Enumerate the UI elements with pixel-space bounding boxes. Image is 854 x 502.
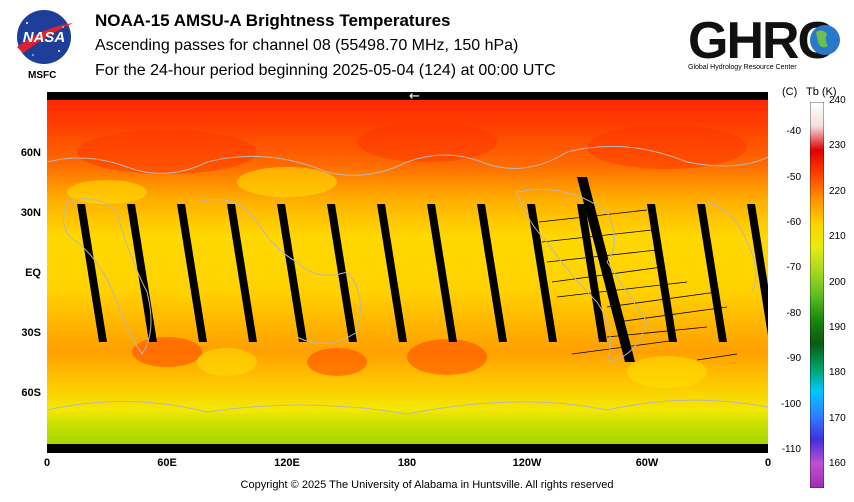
colorbar-kelvin-tick: 220 (829, 185, 846, 197)
warm-anomalies (77, 122, 747, 376)
colorbar-kelvin-tick: 180 (829, 367, 846, 379)
colorbar-celsius-tick: -60 (786, 216, 801, 228)
colorbar-kelvin-tick: 240 (829, 95, 846, 106)
brightness-map: ← (47, 92, 768, 453)
lon-label: 60W (635, 457, 659, 469)
orbit-gap (527, 204, 557, 342)
ghrc-caption: Global Hydrology Resource Center (688, 64, 797, 71)
orbit-gap (127, 204, 157, 342)
colorbar-kelvin-tick: 230 (829, 140, 846, 152)
cool-anomalies (67, 167, 707, 388)
lat-label: 60S (21, 387, 41, 399)
colorbar-celsius-tick: -70 (786, 262, 801, 274)
lat-label: 30N (20, 207, 41, 219)
orbit-gap (177, 204, 207, 342)
orbit-gap (477, 204, 507, 342)
nasa-logo: NASA (17, 10, 73, 64)
orbit-direction-arrow: ← (409, 92, 420, 104)
map-bottom-band (47, 444, 768, 453)
orbit-gap (647, 204, 677, 342)
coastlines (47, 145, 768, 415)
period-label: For the 24-hour period beginning 2025-05… (95, 62, 556, 79)
lat-label: 30S (21, 327, 41, 339)
orbit-gap (577, 204, 607, 342)
ghrc-logo: GHRC (688, 12, 840, 70)
copyright-notice: Copyright © 2025 The University of Alaba… (240, 479, 614, 491)
map-top-band (47, 92, 768, 100)
nasa-caption: MSFC (28, 70, 57, 81)
orbit-gap (697, 204, 727, 342)
colorbar-kelvin-tick: 160 (829, 458, 846, 470)
page-title: NOAA-15 AMSU-A Brightness Temperatures (95, 11, 451, 30)
colorbar (810, 102, 824, 488)
colorbar-celsius-tick: -110 (781, 443, 801, 455)
colorbar-celsius-tick: -40 (786, 126, 801, 138)
colorbar-kelvin-tick: 210 (829, 231, 846, 243)
lat-label: EQ (25, 267, 41, 279)
colorbar-kelvin-tick: 190 (829, 322, 846, 334)
orbit-gap (227, 204, 257, 342)
lon-label: 60E (157, 457, 177, 469)
colorbar-kelvin-unit: Tb (K) (806, 86, 837, 98)
orbit-gap (427, 204, 457, 342)
lon-label: 180 (397, 457, 417, 469)
colorbar-kelvin-tick: 170 (829, 412, 846, 424)
colorbar-celsius-tick: -80 (786, 307, 801, 319)
lon-label: 120W (512, 457, 542, 469)
page-subtitle: Ascending passes for channel 08 (55498.7… (95, 37, 519, 54)
svg-text:NASA: NASA (23, 29, 66, 46)
colorbar-kelvin-tick: 200 (829, 276, 846, 288)
colorbar-celsius-unit: (C) (782, 86, 798, 98)
colorbar-celsius-tick: -100 (780, 398, 801, 410)
lon-label: 0 (43, 457, 51, 469)
orbit-gap (577, 177, 635, 362)
colorbar-celsius-tick: -90 (786, 353, 801, 365)
map-background (47, 92, 768, 453)
lon-label: 0 (764, 457, 772, 469)
lon-label: 120E (274, 457, 300, 469)
orbit-gap (377, 204, 407, 342)
orbit-gap (77, 204, 107, 342)
orbit-gap (277, 204, 307, 342)
lat-label: 60N (20, 147, 41, 159)
scan-streaks (538, 209, 738, 361)
colorbar-celsius-tick: -50 (786, 171, 801, 183)
